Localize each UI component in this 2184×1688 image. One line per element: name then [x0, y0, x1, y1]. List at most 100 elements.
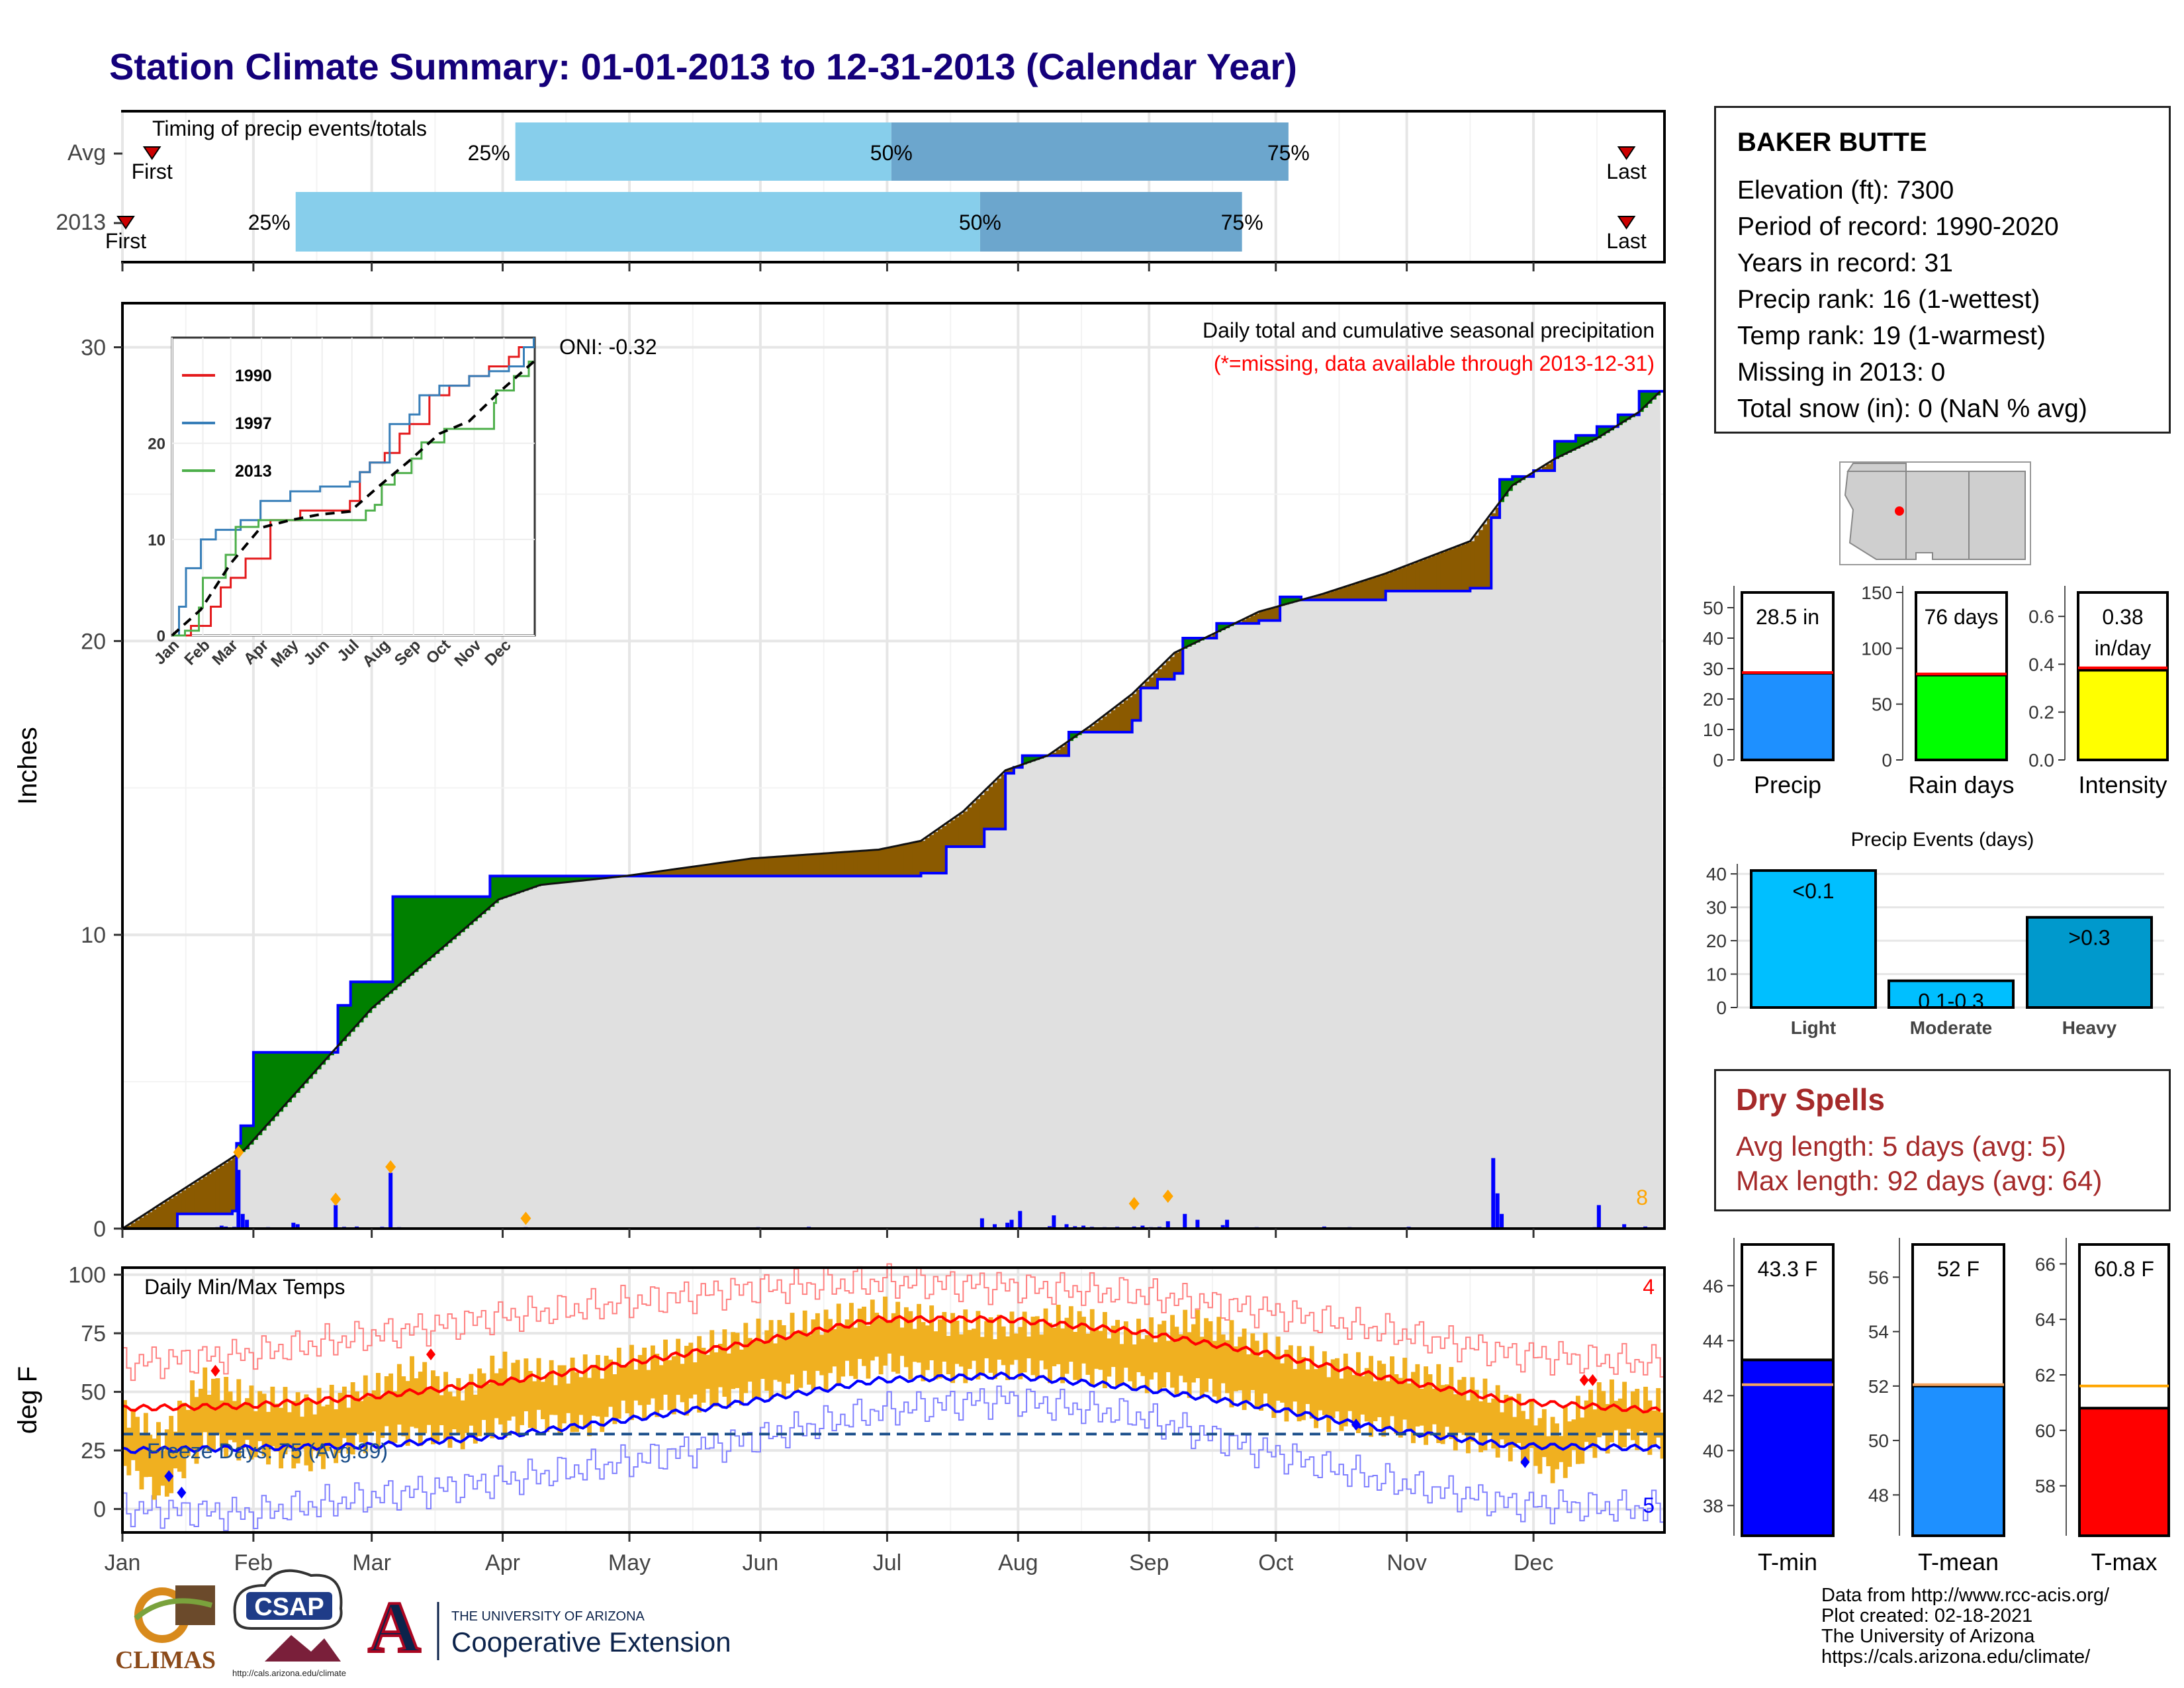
- below-average-fill: [925, 837, 930, 873]
- record-min-line: [122, 1385, 1664, 1532]
- above-average-fill: [1026, 755, 1032, 763]
- below-average-fill: [752, 858, 757, 876]
- daily-temp-bar: [494, 1373, 499, 1419]
- daily-temp-bar: [557, 1365, 563, 1434]
- station-location-marker: [1895, 506, 1904, 516]
- texas-shape: [1968, 471, 2026, 560]
- summary-bar-ytick-label: 60: [2035, 1421, 2056, 1441]
- daily-temp-bar: [1377, 1360, 1382, 1417]
- below-average-fill: [735, 861, 740, 876]
- daily-temp-bar: [1335, 1358, 1340, 1412]
- daily-temp-bar: [515, 1360, 520, 1435]
- daily-temp-bar: [1491, 1398, 1496, 1449]
- daily-temp-bar: [1410, 1372, 1416, 1444]
- daily-precip-bar: [1165, 1221, 1170, 1229]
- daily-temp-bar: [958, 1334, 964, 1367]
- below-average-fill: [862, 851, 867, 876]
- max-extreme-marker: [1588, 1374, 1598, 1386]
- timing-marker-label: First: [132, 160, 173, 183]
- below-average-fill: [1470, 541, 1475, 588]
- above-average-fill: [578, 876, 584, 881]
- above-average-fill: [316, 1052, 322, 1070]
- daily-temp-bar: [485, 1383, 490, 1435]
- inset-legend-label: 1990: [235, 367, 272, 385]
- precip-ytick-label: 0: [93, 1217, 106, 1242]
- below-average-fill: [206, 1174, 212, 1214]
- temp-title: Daily Min/Max Temps: [144, 1275, 345, 1299]
- events-category-label: Heavy: [2062, 1017, 2117, 1038]
- timing-pct-label: 25%: [248, 211, 291, 234]
- below-average-fill: [984, 790, 989, 829]
- daily-temp-bar: [1018, 1327, 1023, 1380]
- daily-temp-bar: [426, 1389, 432, 1425]
- daily-temp-bar: [637, 1354, 643, 1405]
- daily-temp-bar: [1284, 1349, 1289, 1422]
- above-average-fill: [261, 1052, 267, 1131]
- above-average-fill: [1639, 391, 1644, 412]
- above-average-fill: [595, 876, 600, 880]
- daily-temp-bar: [498, 1368, 504, 1425]
- daily-temp-bar: [1034, 1316, 1040, 1380]
- daily-temp-bar: [203, 1367, 208, 1432]
- daily-precip-bar: [1195, 1219, 1200, 1229]
- below-average-fill: [1157, 669, 1162, 680]
- max-extreme-count: 4: [1643, 1275, 1655, 1299]
- daily-precip-bar: [1018, 1211, 1023, 1229]
- daily-temp-bar: [1330, 1359, 1336, 1419]
- below-average-fill: [1098, 720, 1103, 732]
- events-category-label: Light: [1791, 1017, 1836, 1038]
- below-average-fill: [853, 851, 858, 876]
- precip-ytick-label: 10: [81, 923, 106, 948]
- daily-temp-bar: [283, 1387, 288, 1454]
- below-average-fill: [921, 841, 926, 873]
- summary-bar-ytick-label: 50: [1872, 694, 1892, 715]
- daily-temp-bar: [1610, 1379, 1614, 1442]
- daily-temp-bar: [1149, 1317, 1154, 1380]
- credit-url: https://cals.arizona.edu/climate/: [1821, 1646, 2091, 1667]
- station-total-snow: Total snow (in): 0 (NaN % avg): [1737, 395, 2087, 423]
- daily-temp-bar: [1398, 1378, 1403, 1438]
- summary-bar-xlabel: T-min: [1758, 1548, 1817, 1575]
- summary-bar-ytick-label: 0: [1713, 750, 1723, 771]
- summary-bar-value: [1915, 673, 2008, 762]
- summary-bar-value-label-unit: in/day: [2095, 636, 2151, 660]
- daily-temp-bar: [388, 1373, 394, 1444]
- below-average-fill: [1339, 588, 1344, 600]
- daily-temp-bar: [815, 1313, 820, 1371]
- above-average-fill: [418, 896, 423, 968]
- summary-bar-value: [2077, 669, 2169, 762]
- above-average-fill: [498, 876, 504, 900]
- daily-temp-bar: [240, 1404, 246, 1448]
- daily-temp-bar: [1001, 1326, 1006, 1366]
- daily-temp-bar: [566, 1383, 571, 1413]
- daily-temp-bar: [350, 1382, 355, 1455]
- above-average-fill: [532, 876, 537, 888]
- below-average-fill: [912, 842, 917, 876]
- summary-bar-ytick-label: 0.2: [2028, 702, 2054, 723]
- below-average-fill: [764, 857, 770, 876]
- summary-bar-t_mean: 48 50 52 54 56 52 F T-mean: [1868, 1238, 2005, 1575]
- below-average-fill: [224, 1162, 229, 1214]
- below-average-fill: [731, 861, 736, 876]
- above-average-fill: [502, 876, 508, 898]
- dry-spells-avg: Avg length: 5 days (avg: 5): [1736, 1131, 2066, 1162]
- timing-marker-icon: [142, 146, 161, 160]
- below-average-fill: [874, 849, 880, 876]
- daily-temp-bar: [790, 1313, 795, 1375]
- above-average-fill: [300, 1052, 305, 1088]
- daily-temp-bar: [173, 1431, 178, 1469]
- above-average-fill: [1293, 596, 1298, 602]
- above-average-fill: [1651, 391, 1657, 400]
- below-average-fill: [832, 853, 837, 876]
- above-average-fill: [587, 876, 592, 880]
- daily-temp-bar: [1601, 1391, 1606, 1436]
- below-average-fill: [1115, 706, 1120, 732]
- below-average-fill: [135, 1220, 140, 1229]
- daily-temp-bar: [841, 1325, 846, 1377]
- below-average-fill: [1479, 530, 1484, 588]
- below-average-fill: [1410, 563, 1416, 591]
- daily-temp-bar: [392, 1391, 398, 1443]
- daily-temp-bar: [465, 1384, 469, 1433]
- above-average-fill: [591, 876, 596, 880]
